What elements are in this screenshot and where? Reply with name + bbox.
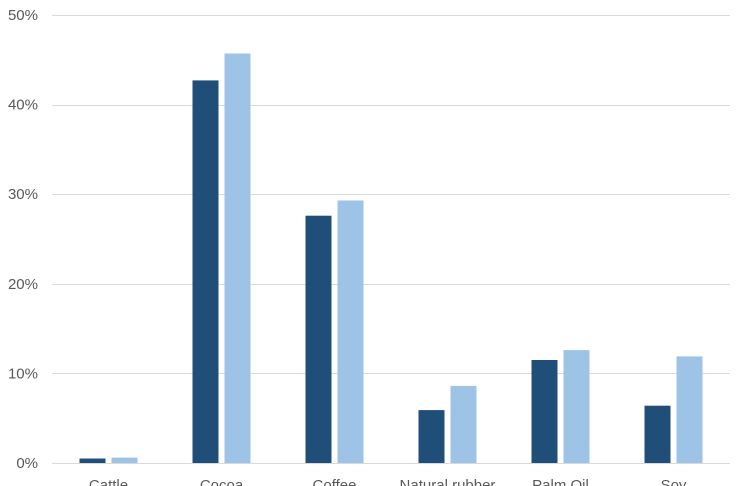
y-tick-label: 40% bbox=[8, 97, 38, 114]
bar bbox=[450, 385, 477, 463]
y-axis-tick-labels: 0% 10% 20% 30% 40% 50% bbox=[8, 7, 38, 472]
bar bbox=[192, 80, 219, 464]
y-tick-label: 20% bbox=[8, 276, 38, 293]
bar bbox=[305, 215, 332, 463]
bar bbox=[418, 410, 445, 463]
x-category-label: Natural rubber bbox=[400, 477, 496, 486]
gridlines bbox=[52, 15, 730, 464]
bar bbox=[337, 200, 364, 463]
bar bbox=[79, 458, 106, 463]
y-tick-label: 50% bbox=[8, 7, 38, 24]
y-tick-label: 10% bbox=[8, 365, 38, 382]
bar bbox=[563, 350, 590, 463]
bar bbox=[644, 405, 671, 463]
y-tick-label: 30% bbox=[8, 186, 38, 203]
y-tick-label: 0% bbox=[16, 455, 38, 472]
x-category-label: Coffee bbox=[313, 477, 357, 486]
x-category-label: Palm Oil bbox=[532, 477, 589, 486]
bar bbox=[531, 360, 558, 463]
x-category-label: Cattle bbox=[89, 477, 128, 486]
x-category-label: Cocoa bbox=[200, 477, 244, 486]
x-category-label: Soy bbox=[661, 477, 687, 486]
bar bbox=[111, 457, 138, 463]
bars bbox=[79, 53, 703, 464]
bar bbox=[224, 53, 251, 463]
x-axis-category-labels: Cattle Cocoa Coffee Natural rubber Palm Oil S… bbox=[89, 477, 687, 486]
bar bbox=[676, 356, 703, 463]
